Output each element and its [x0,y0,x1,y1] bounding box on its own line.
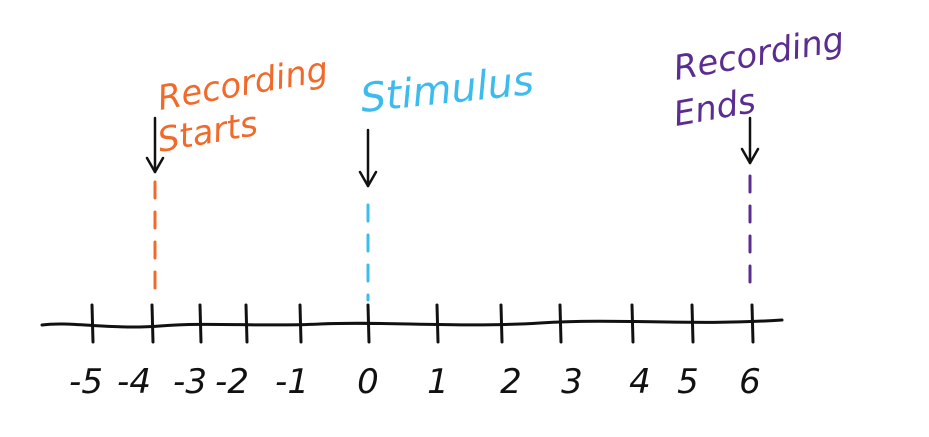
tick-mark [90,303,95,344]
timeline-tick-labels: -5 -4 -3 -2 -1 0 1 2 3 4 5 6 [69,362,761,402]
tick-label: 3 [561,362,583,402]
timeline-axis [40,318,784,329]
tick-label: 5 [677,362,699,402]
tick-label: 4 [629,362,651,402]
tick-mark [435,303,440,344]
tick-mark [298,303,303,344]
tick-label: 1 [427,362,449,402]
tick-mark [244,303,249,344]
tick-mark [558,303,563,344]
stimulus-marker: Stimulus [358,58,536,302]
tick-label: -1 [275,362,309,402]
tick-mark [630,303,635,344]
recording-end-label: Recording [671,20,848,89]
recording-end-label: Ends [671,81,759,135]
arrowhead-icon [145,156,165,174]
tick-label: -5 [69,362,103,402]
timeline-ticks [90,303,755,344]
tick-label: 2 [500,362,522,402]
arrowhead-icon [740,147,760,165]
tick-label: -2 [215,362,249,402]
arrowhead-icon [358,170,378,188]
tick-mark [499,303,504,344]
tick-mark [690,303,695,344]
tick-mark [150,303,155,344]
tick-label: 6 [739,362,761,402]
tick-mark [198,303,203,344]
tick-mark [366,303,371,344]
tick-label: -3 [173,362,207,402]
tick-mark [750,303,755,344]
stimulus-label: Stimulus [358,58,536,122]
tick-label: -4 [117,362,151,402]
tick-label: 0 [357,362,379,402]
